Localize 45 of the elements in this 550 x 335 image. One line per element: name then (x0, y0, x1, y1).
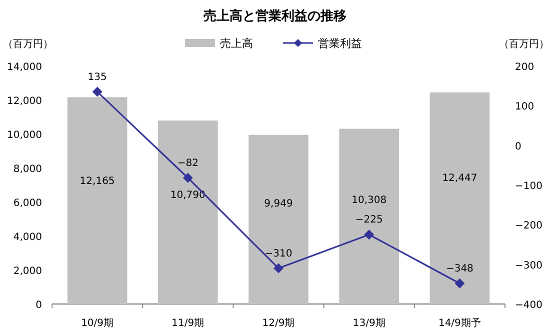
point (364, 230, 374, 240)
y-tick-label: 0 (36, 300, 42, 311)
legend-label: 売上高 (220, 37, 253, 50)
data-label: −225 (355, 214, 383, 226)
point (182, 172, 193, 183)
bar (67, 97, 128, 304)
bar (430, 92, 490, 304)
y-tick-label: 6,000 (13, 198, 42, 209)
data-label: 10,790 (170, 190, 206, 201)
y-tick-label: 4,000 (13, 232, 42, 243)
x-tick-label: 11/9期 (172, 317, 204, 329)
y2-tick-label: −400 (515, 300, 542, 311)
x-tick-label: 13/9期 (352, 317, 386, 329)
data-label: −348 (446, 263, 474, 274)
data-label: −310 (264, 248, 292, 260)
y-tick-label: 12,000 (7, 96, 42, 107)
x-tick-label: 12/9期 (262, 317, 295, 329)
data-label: 12,165 (80, 176, 115, 187)
data-label: 9,949 (264, 198, 293, 210)
y2-tick-label: 200 (515, 62, 534, 73)
x-tick-label: 14/9期予 (438, 317, 481, 329)
y2-tick-label: −200 (515, 220, 542, 232)
y-tick-label: 2,000 (13, 266, 42, 277)
y-tick-label: 8,000 (13, 164, 42, 175)
data-label: −82 (177, 158, 198, 169)
x-tick-label: 10/9期 (81, 317, 114, 329)
y-tick-label: 14,000 (7, 62, 42, 73)
point (274, 263, 284, 274)
bar (339, 128, 399, 304)
point (92, 86, 102, 97)
y-tick-label: 10,000 (7, 130, 42, 141)
bar (248, 134, 308, 304)
data-label: 12,447 (442, 173, 478, 184)
y2-tick-label: 0 (515, 141, 522, 152)
y-axis-title: （百万円） (3, 39, 53, 50)
point (454, 278, 465, 288)
y2-tick-label: 100 (515, 102, 534, 113)
data-label: 10,308 (352, 194, 387, 206)
y2-tick-label: −100 (515, 181, 542, 192)
legend-label: 営業利益 (318, 37, 362, 50)
chart-title: 売上高と営業利益の推移 (204, 8, 346, 24)
bar (158, 120, 218, 304)
y2-axis-title: （百万円） (499, 39, 549, 50)
data-label: 135 (88, 72, 107, 83)
y2-tick-label: −300 (515, 260, 542, 272)
